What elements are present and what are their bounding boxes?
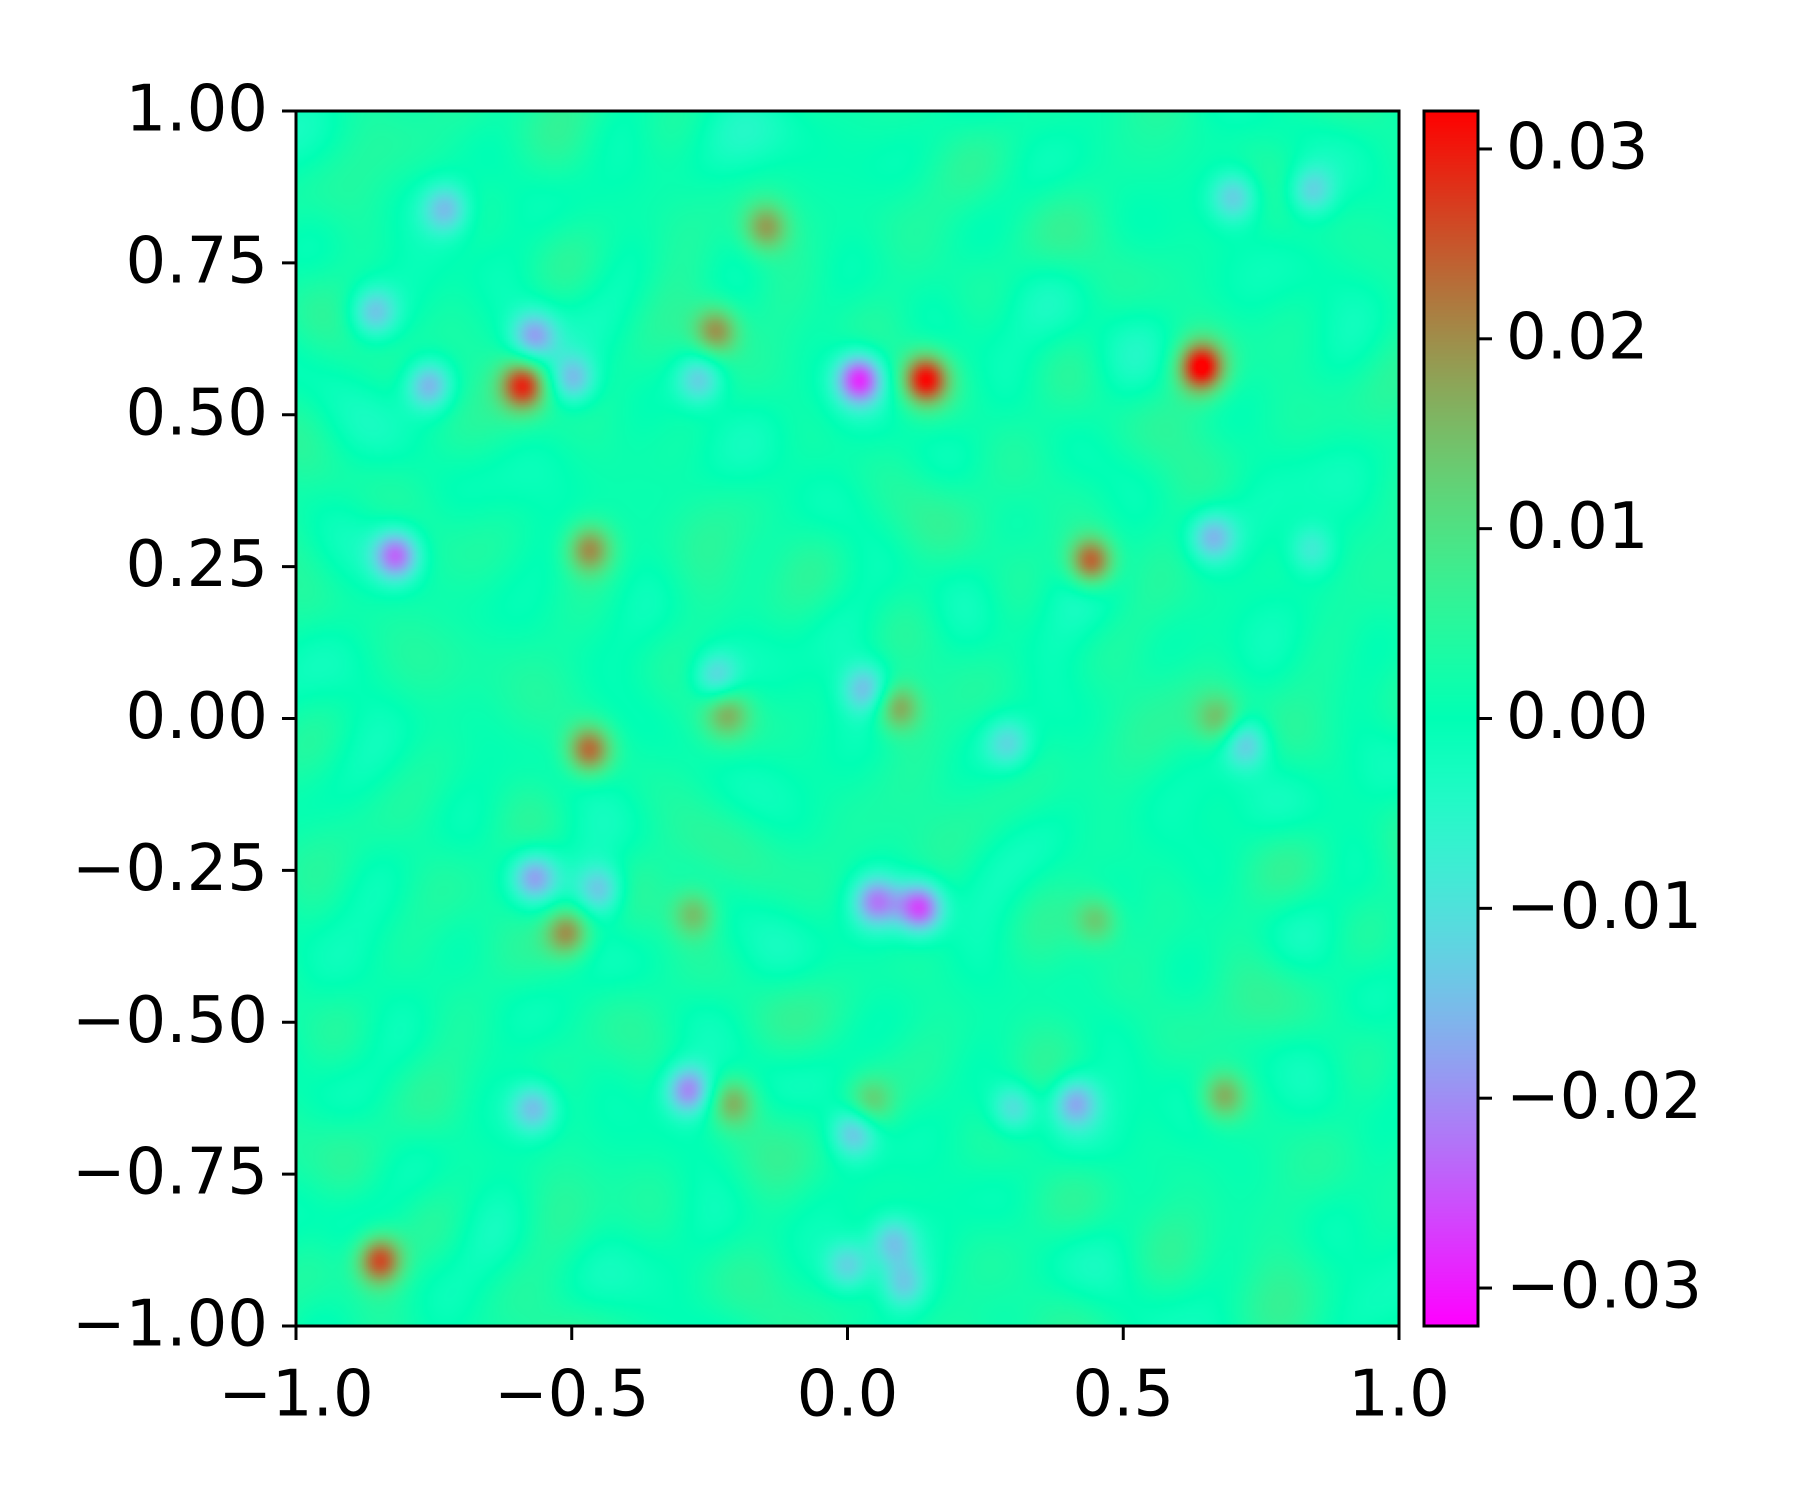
x-axis: −1.0 −0.5 0.0 0.5 1.0 bbox=[218, 1326, 1450, 1432]
colorbar-tick-label: 0.02 bbox=[1506, 300, 1649, 374]
y-tick-label: −1.00 bbox=[72, 1288, 268, 1362]
colorbar-gradient bbox=[1424, 111, 1478, 1326]
colorbar-tick-label: −0.03 bbox=[1506, 1250, 1702, 1324]
colorbar-tick-label: −0.02 bbox=[1506, 1060, 1702, 1134]
y-axis: 1.00 0.75 0.50 0.25 0.00 −0.25 −0.50 −0.75 −1.00 bbox=[72, 73, 296, 1362]
colorbar-tick-label: 0.00 bbox=[1506, 680, 1649, 754]
colorbar-tick-label: 0.01 bbox=[1506, 490, 1649, 564]
plot-frame bbox=[294, 109, 1401, 1328]
colorbar-tick-label: −0.01 bbox=[1506, 870, 1702, 944]
y-tick-label: −0.50 bbox=[72, 984, 268, 1058]
x-tick-label: −1.0 bbox=[218, 1358, 373, 1432]
x-tick-label: −0.5 bbox=[494, 1358, 649, 1432]
y-tick-label: −0.75 bbox=[72, 1136, 268, 1210]
y-tick-label: 0.25 bbox=[126, 528, 269, 602]
colorbar-frame bbox=[1422, 109, 1480, 1328]
x-tick-label: 0.5 bbox=[1072, 1358, 1174, 1432]
x-tick-label: 1.0 bbox=[1348, 1358, 1450, 1432]
colorbar-tick-label: 0.03 bbox=[1506, 111, 1649, 185]
y-tick-label: 0.50 bbox=[126, 376, 269, 450]
y-tick-label: 0.00 bbox=[126, 680, 269, 754]
x-tick-label: 0.0 bbox=[797, 1358, 899, 1432]
colorbar-axis: 0.03 0.02 0.01 0.00 −0.01 −0.02 −0.03 bbox=[1478, 111, 1702, 1324]
y-tick-label: 1.00 bbox=[126, 73, 269, 147]
heatmap-image bbox=[296, 111, 1399, 1326]
y-tick-label: 0.75 bbox=[126, 224, 269, 298]
y-tick-label: −0.25 bbox=[72, 832, 268, 906]
